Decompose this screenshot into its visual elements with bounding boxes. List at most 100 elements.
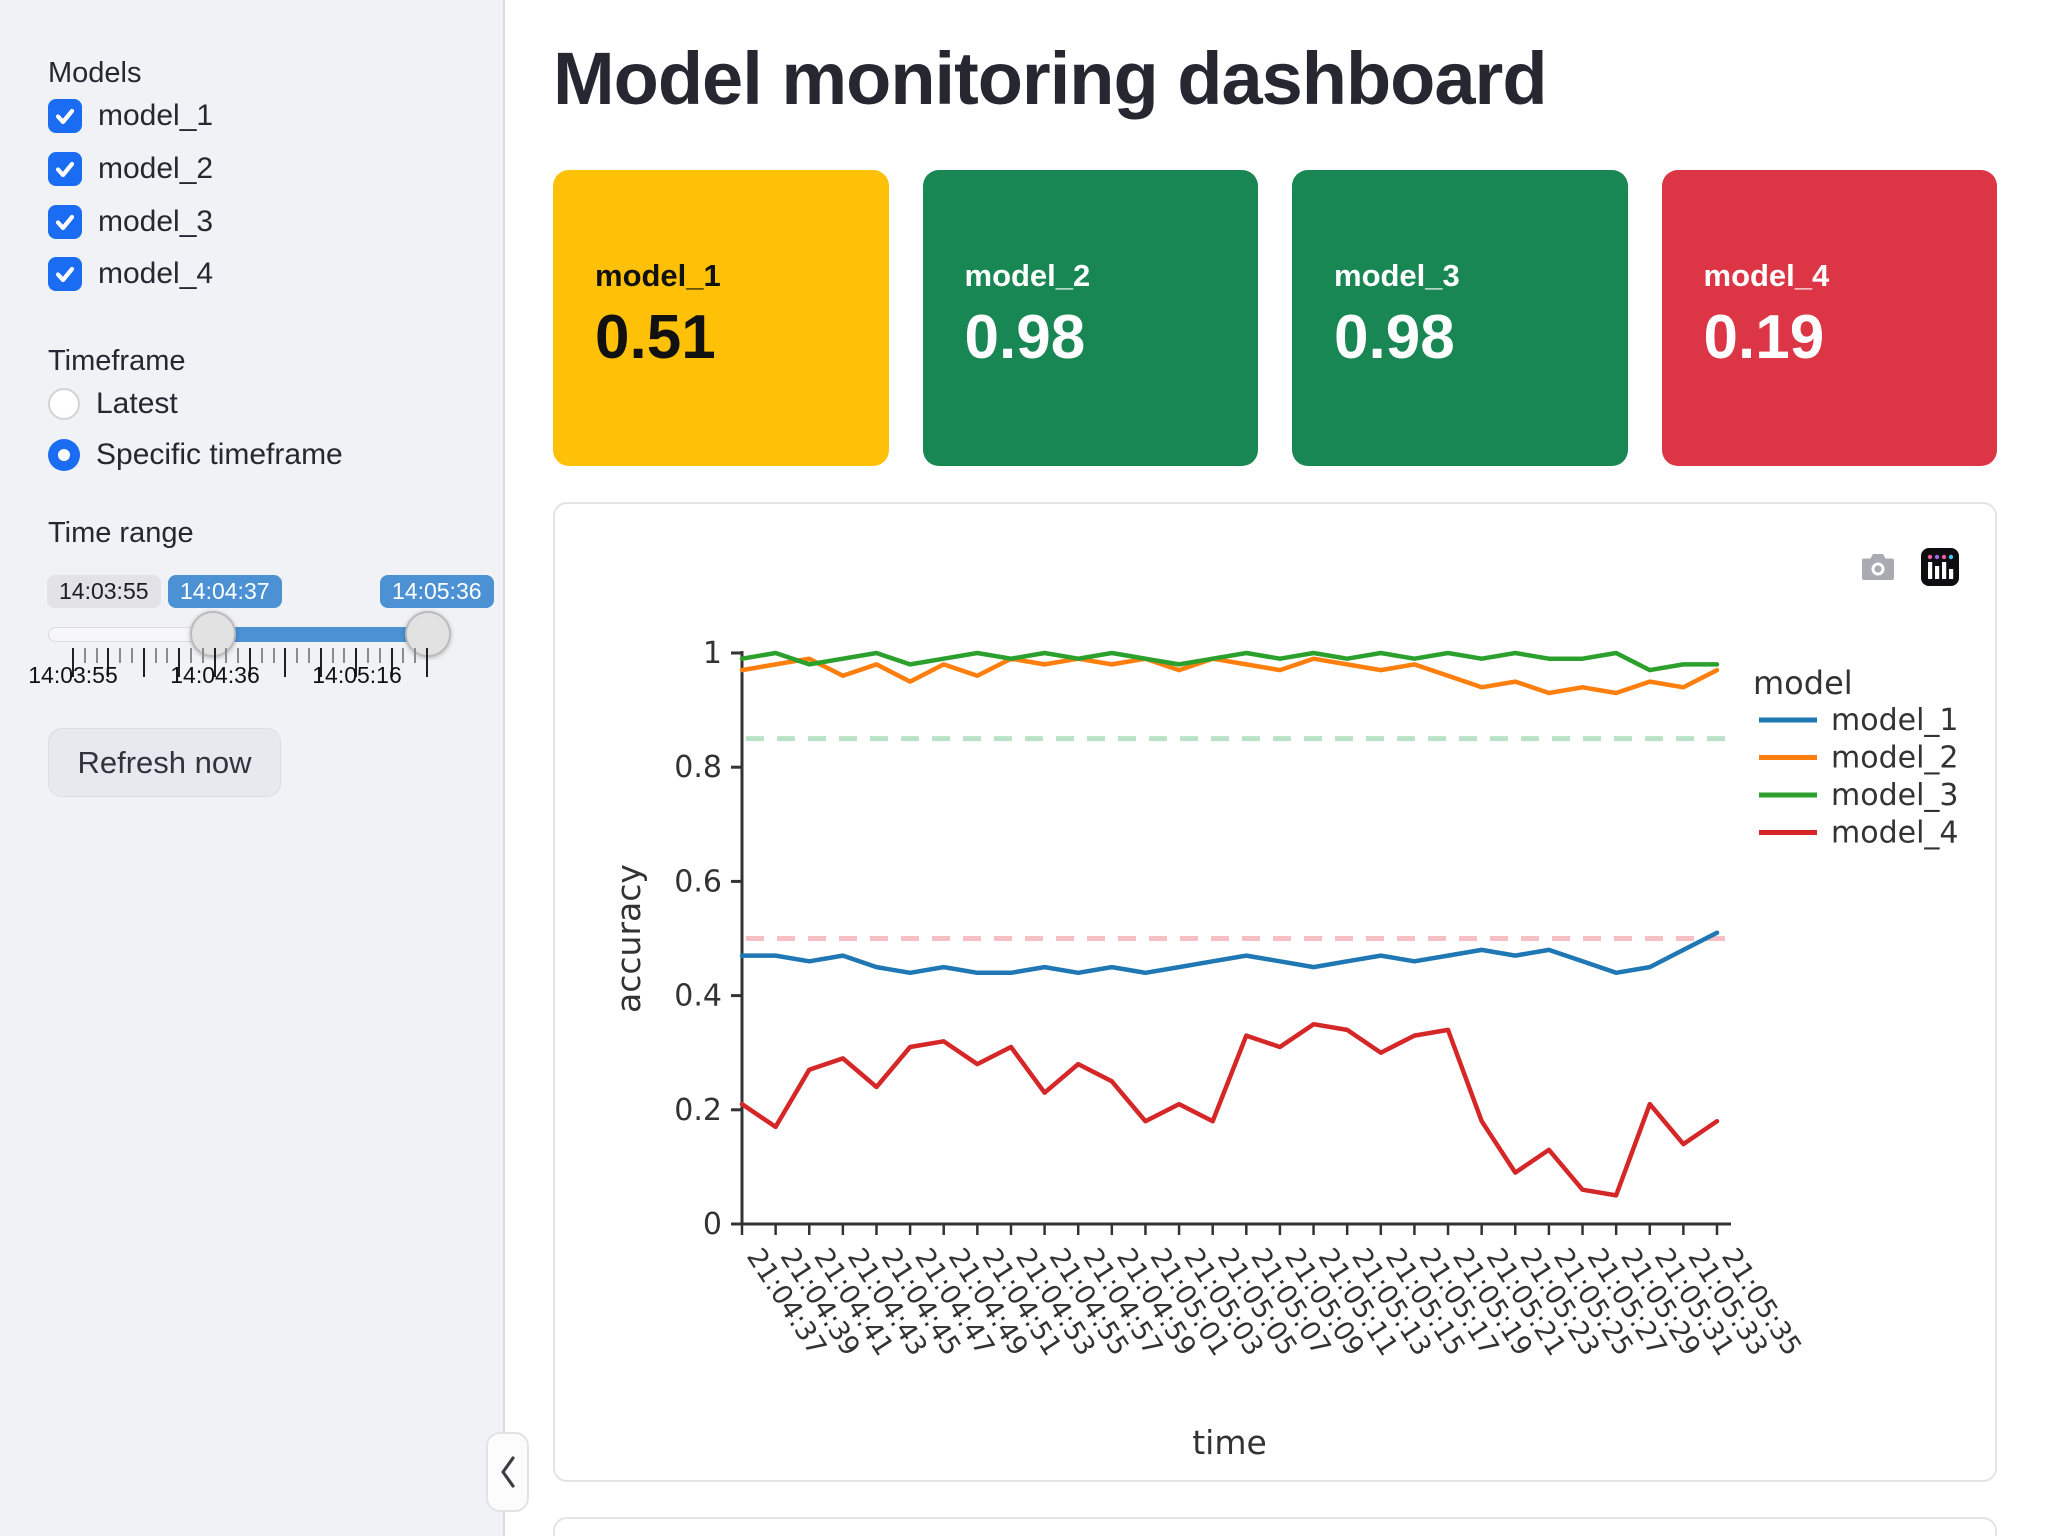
slider-handle-end[interactable] (405, 611, 451, 657)
plotly-logo-icon[interactable] (1921, 548, 1959, 591)
y-tick-label: 0.6 (674, 864, 722, 899)
series-model_1[interactable] (739, 930, 1720, 976)
legend-label-model_4[interactable]: model_4 (1831, 816, 1959, 851)
radio-label[interactable]: Specific timeframe (96, 438, 343, 471)
checkbox-row-model-1[interactable]: model_1 (48, 98, 213, 134)
main-content: Model monitoring dashboard model_1 0.51 … (505, 0, 2048, 1536)
checkbox-checked-icon[interactable] (48, 257, 82, 291)
camera-icon[interactable] (1861, 552, 1895, 587)
y-tick-label: 0.8 (674, 750, 722, 785)
series-model_3[interactable] (739, 650, 1720, 673)
refresh-now-button[interactable]: Refresh now (48, 728, 281, 797)
time-range-slider-fill (213, 627, 428, 642)
metric-card: model_3 0.98 (1292, 170, 1628, 466)
slider-tick (178, 648, 181, 677)
slider-tick (355, 648, 358, 677)
x-axis-title: time (1192, 1423, 1267, 1462)
metric-card: model_2 0.98 (922, 170, 1258, 466)
slider-tick (296, 648, 299, 663)
models-section-label: Models (48, 57, 142, 89)
series-model_2[interactable] (739, 656, 1720, 696)
metric-label: model_4 (1703, 258, 1830, 293)
slider-tick (225, 648, 228, 663)
slider-tick (190, 648, 192, 663)
metric-value: 0.51 (595, 303, 716, 372)
checkbox-label[interactable]: model_3 (98, 205, 214, 238)
sidebar: Models model_1 model_2 model_3 model_4 T… (0, 0, 505, 1536)
timeframe-section-label: Timeframe (48, 345, 186, 377)
slider-tick (426, 648, 428, 677)
slider-tick (402, 648, 405, 663)
radio-selected-icon[interactable] (48, 439, 80, 471)
slider-axis-label: 14:05:16 (312, 662, 402, 688)
slider-tick (166, 648, 169, 663)
slider-tick (237, 648, 240, 663)
slider-axis-label: 14:04:36 (170, 662, 260, 688)
slider-tick (249, 648, 251, 677)
y-tick-label: 1 (703, 636, 722, 671)
slider-range-start-badge: 14:03:55 (47, 575, 161, 608)
slider-tick (107, 648, 110, 677)
slider-tick (378, 648, 381, 663)
slider-tick (390, 648, 393, 677)
time-range-slider-track[interactable] (48, 627, 437, 642)
slider-tick (72, 648, 74, 677)
checkbox-checked-icon[interactable] (48, 99, 82, 133)
collapse-sidebar-button[interactable] (486, 1432, 529, 1512)
slider-tick (201, 648, 204, 663)
slider-tick (95, 648, 98, 663)
slider-tick (272, 648, 275, 663)
slider-handle-start[interactable] (190, 611, 236, 657)
slider-tick (83, 648, 86, 663)
series-model_4[interactable] (739, 1021, 1720, 1198)
slider-tick (131, 648, 133, 663)
checkbox-checked-icon[interactable] (48, 205, 82, 239)
radio-unselected-icon[interactable] (48, 388, 80, 420)
slider-tick (343, 648, 346, 663)
checkbox-row-model-3[interactable]: model_3 (48, 204, 213, 240)
slider-ticks (0, 648, 505, 678)
slider-tick (260, 648, 263, 663)
slider-axis-label: 14:03:55 (28, 662, 118, 688)
checkbox-row-model-2[interactable]: model_2 (48, 151, 213, 187)
accuracy-chart-card: 0 0.2 0.4 0.6 0.8 1 21:04:37 21:04:39 21:04:41 21… (553, 502, 1997, 1482)
accuracy-chart[interactable]: 00.20.40.60.8121:04:3721:04:3921:04:4121… (555, 504, 1995, 1480)
slider-tick (414, 648, 417, 663)
metric-value: 0.19 (1703, 303, 1825, 372)
checkbox-label[interactable]: model_2 (98, 152, 214, 185)
legend-title: model (1753, 664, 1853, 702)
slider-tick (319, 648, 322, 677)
slider-tick (308, 648, 310, 663)
metric-value: 0.98 (1334, 303, 1455, 372)
legend-label-model_1[interactable]: model_1 (1831, 703, 1959, 738)
metric-card: model_1 0.51 (553, 170, 889, 466)
checkbox-label[interactable]: model_1 (98, 99, 214, 132)
next-section-card (553, 1517, 1997, 1536)
slider-tick (142, 648, 145, 677)
slider-tick (119, 648, 122, 663)
slider-selected-end-badge: 14:05:36 (380, 575, 494, 608)
page-title: Model monitoring dashboard (553, 37, 1548, 120)
metric-label: model_2 (964, 258, 1091, 293)
radio-latest[interactable]: Latest (48, 386, 178, 422)
metric-value: 0.98 (964, 303, 1086, 372)
slider-tick (284, 648, 287, 677)
legend-label-model_3[interactable]: model_3 (1831, 778, 1959, 813)
slider-tick (367, 648, 369, 663)
radio-specific-timeframe[interactable]: Specific timeframe (48, 437, 343, 473)
time-range-section-label: Time range (48, 517, 194, 549)
y-axis-title: accuracy (609, 864, 648, 1013)
chart-toolbar (1861, 548, 1959, 591)
legend-label-model_2[interactable]: model_2 (1831, 741, 1959, 776)
metric-card: model_4 0.19 (1661, 170, 1997, 466)
checkbox-row-model-4[interactable]: model_4 (48, 256, 213, 292)
slider-tick (154, 648, 157, 663)
metric-label: model_1 (595, 258, 721, 293)
slider-tick (331, 648, 334, 663)
checkbox-checked-icon[interactable] (48, 152, 82, 186)
metric-label: model_3 (1334, 258, 1460, 293)
radio-label[interactable]: Latest (96, 387, 178, 420)
checkbox-label[interactable]: model_4 (98, 257, 214, 290)
chevron-left-icon (500, 1456, 515, 1488)
slider-selected-start-badge: 14:04:37 (168, 575, 282, 608)
